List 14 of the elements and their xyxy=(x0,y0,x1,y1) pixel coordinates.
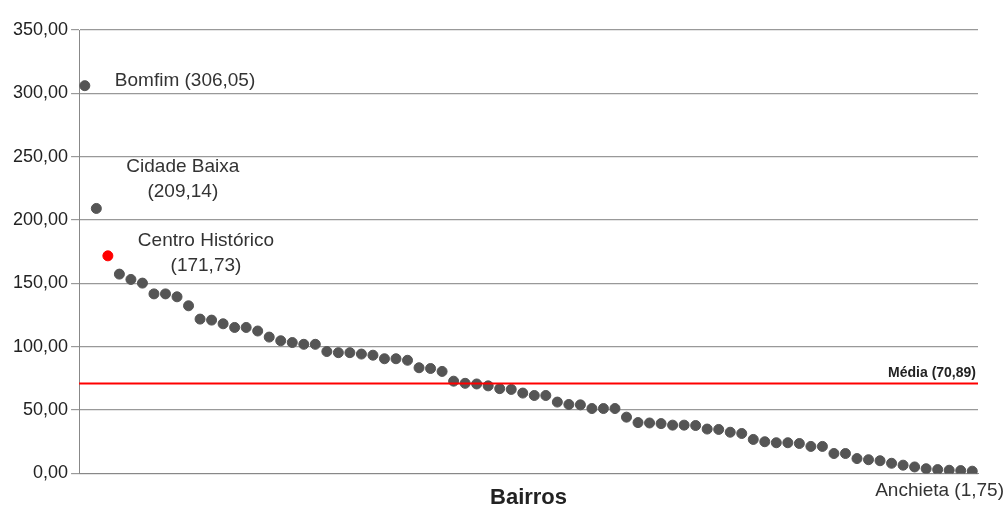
ref-line-label: Média (70,89) xyxy=(888,364,976,381)
data-label: Centro Histórico (171,73) xyxy=(137,229,275,276)
data-label: Cidade Baixa (209,14) xyxy=(126,154,240,201)
y-tick-label: 100,00 xyxy=(12,335,69,356)
y-tick-label: 250,00 xyxy=(12,145,69,166)
y-tick-label: 150,00 xyxy=(12,272,69,293)
x-axis-title: Bairros xyxy=(490,483,568,509)
data-label: Anchieta (1,75) xyxy=(875,478,1004,500)
y-tick-label: 50,00 xyxy=(23,399,69,420)
y-tick-label: 0,00 xyxy=(33,462,69,483)
y-tick-label: 300,00 xyxy=(12,82,69,103)
y-tick-label: 200,00 xyxy=(12,209,69,229)
y-tick-label: 350,00 xyxy=(12,18,69,39)
data-label: Bomfim (306,05) xyxy=(114,68,256,90)
